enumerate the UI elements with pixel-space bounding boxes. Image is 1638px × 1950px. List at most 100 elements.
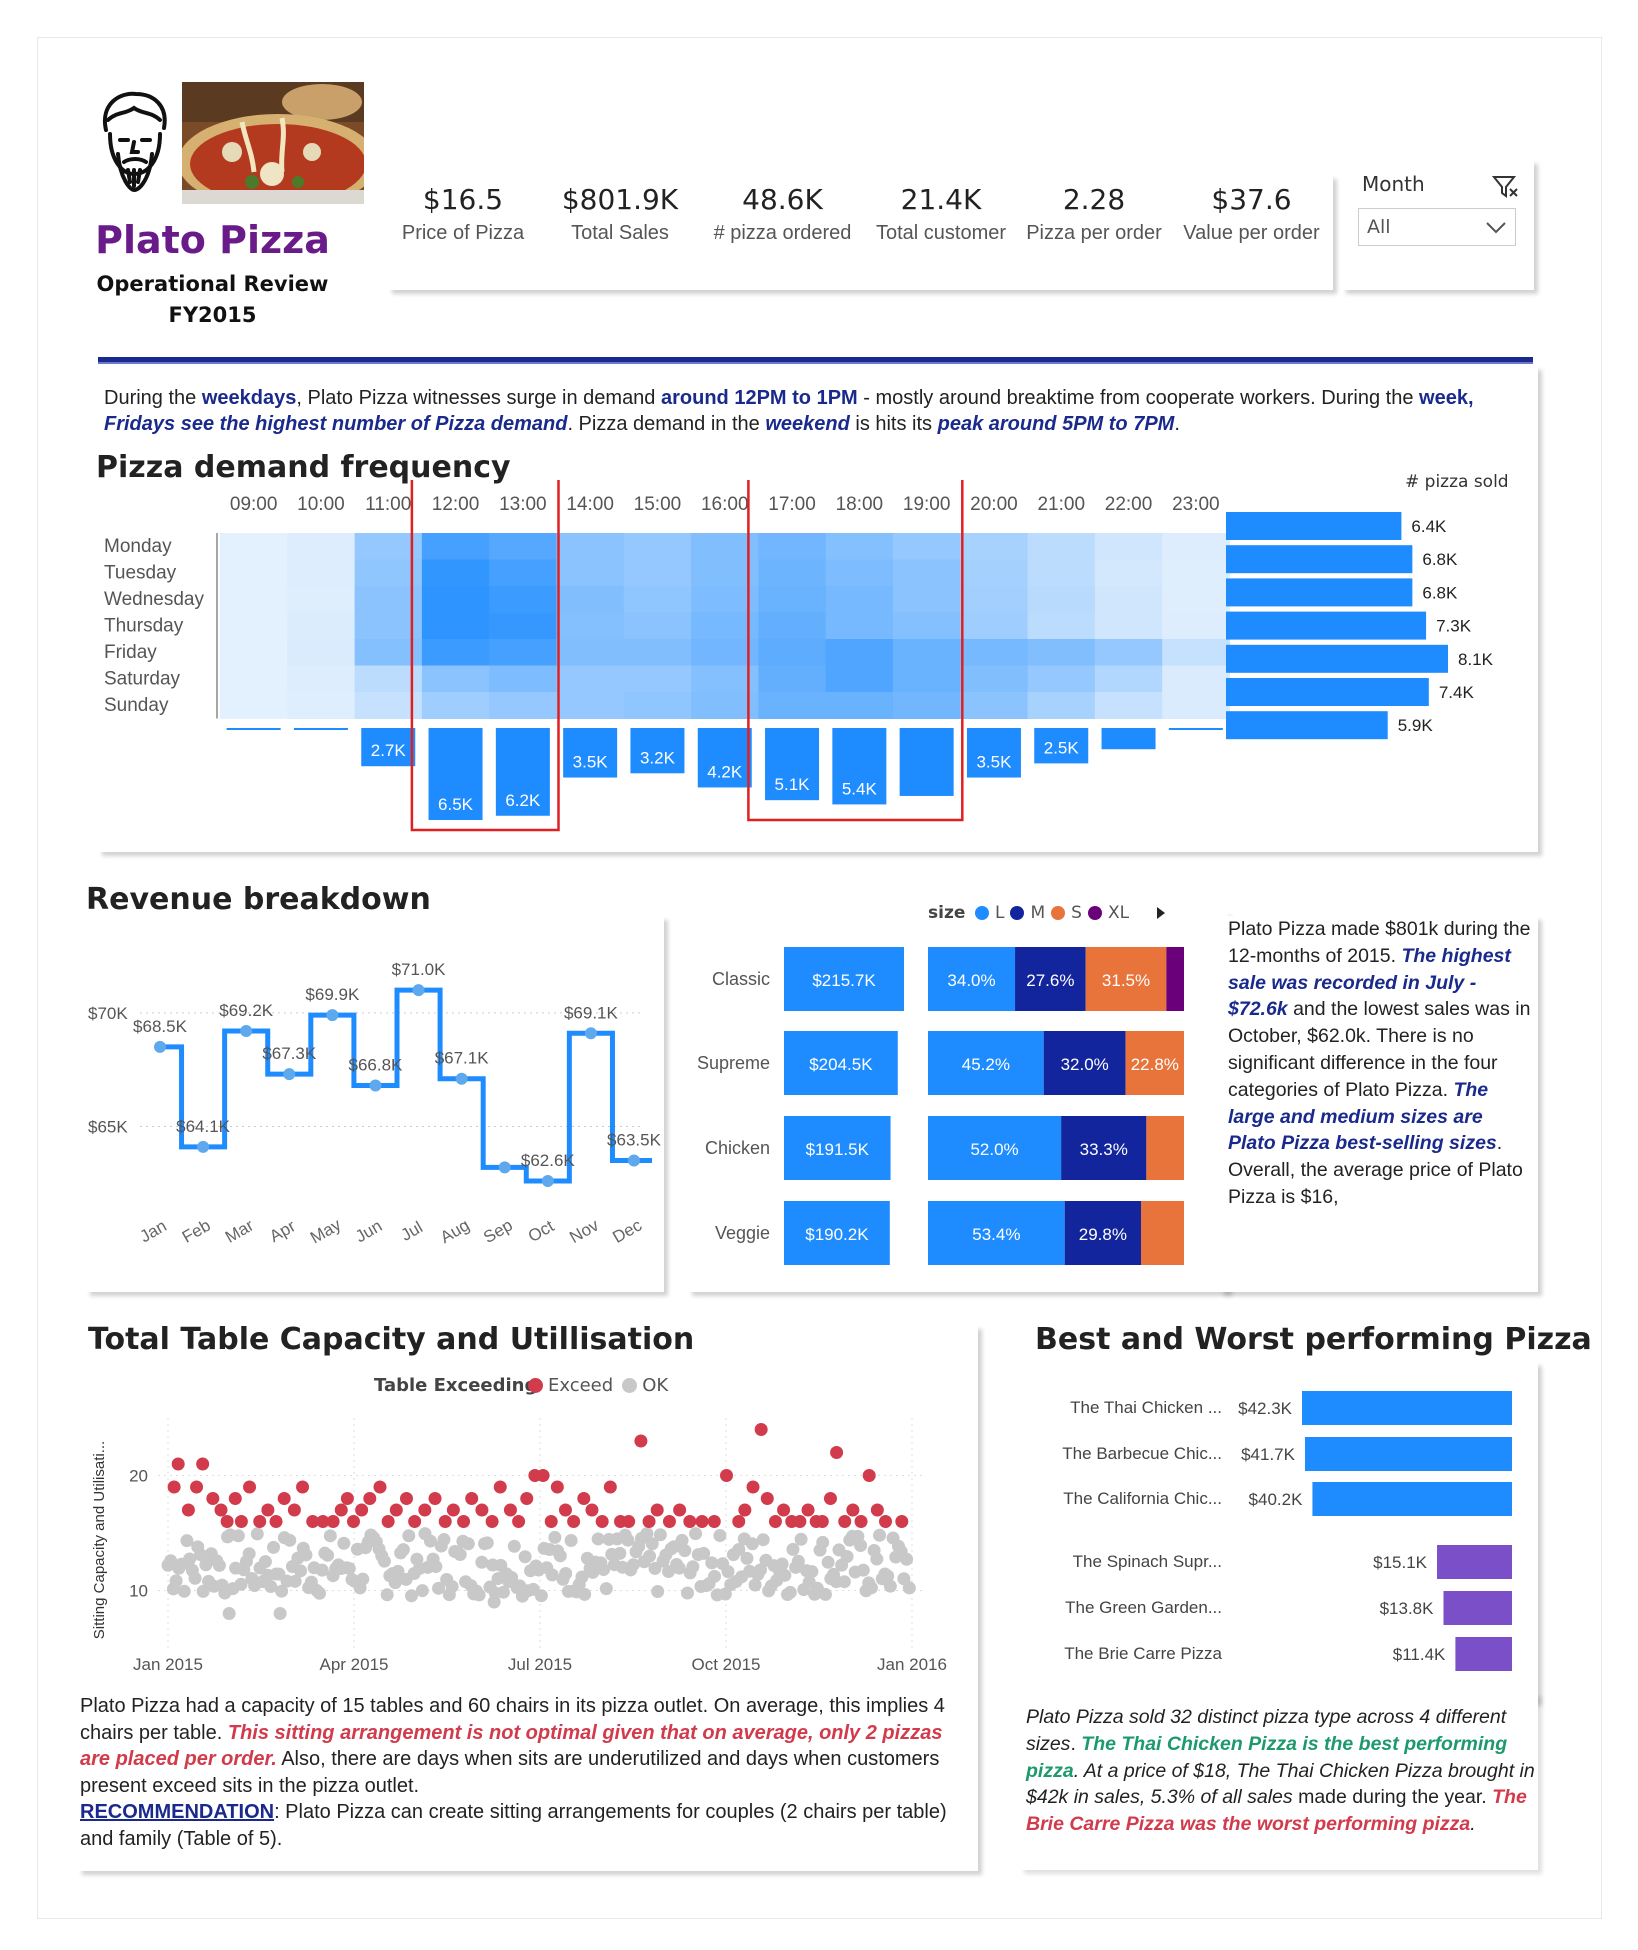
- ok-point: [708, 1569, 722, 1583]
- heatmap-cell: [1094, 586, 1163, 613]
- category-bar-charts: Classic $215.7K 34.0% 27.6% 31.5% Supreme $204…: [697, 947, 1184, 1265]
- revenue-point: [498, 1161, 511, 1174]
- ok-point: [678, 1544, 692, 1558]
- exceed-point: [558, 1503, 572, 1517]
- legend-label: OK: [642, 1375, 669, 1396]
- text-run: .: [1470, 1813, 1476, 1836]
- heatmap-cell: [1162, 559, 1230, 587]
- hour-total-bar: [1101, 728, 1156, 750]
- kpi-value: $16.5: [422, 183, 504, 216]
- size-share-label: 29.8%: [1079, 1225, 1127, 1244]
- heatmap-cell: [287, 692, 356, 719]
- exceed-point: [389, 1503, 403, 1517]
- exceed-point: [754, 1423, 768, 1436]
- category-label: Veggie: [715, 1223, 770, 1243]
- best-worst-commentary: Plato Pizza sold 32 distinct pizza type …: [1026, 1704, 1542, 1838]
- heatmap-cell: [893, 533, 961, 560]
- category-label: Classic: [712, 969, 770, 989]
- text-run: Also, there are days when sits are under…: [80, 1748, 940, 1797]
- ok-point: [559, 1567, 573, 1581]
- text-run: .: [1481, 1786, 1493, 1809]
- heatmap-cell: [489, 533, 557, 560]
- kpi-pizza-ordered: 48.6K # pizza ordered: [700, 183, 865, 245]
- exceed-point: [895, 1515, 909, 1528]
- ok-point: [423, 1534, 437, 1548]
- heatmap-cell: [893, 559, 961, 587]
- revenue-data-label: $64.1K: [176, 1117, 231, 1136]
- exceed-point: [634, 1434, 648, 1448]
- heatmap-cell: [825, 559, 894, 587]
- exceed-point: [363, 1492, 377, 1505]
- size-share-segment: [1061, 1116, 1147, 1180]
- exceed-point: [503, 1503, 517, 1517]
- exceed-point: [650, 1503, 664, 1517]
- legend-label: S: [1071, 903, 1082, 923]
- header-divider: [98, 357, 1533, 362]
- ok-point: [748, 1578, 762, 1592]
- pizza-sales-label: $13.8K: [1380, 1599, 1435, 1618]
- heatmap-cell: [1027, 639, 1096, 666]
- kpi-label: Price of Pizza: [401, 222, 525, 244]
- heatmap-cell: [623, 612, 692, 640]
- ok-point: [816, 1535, 830, 1549]
- exceed-point: [253, 1515, 267, 1528]
- heatmap-cell: [1094, 692, 1163, 719]
- ok-point: [791, 1554, 805, 1568]
- heatmap-cell: [421, 612, 490, 640]
- hour-total-label: 4.2K: [707, 762, 743, 781]
- hour-tick-label: 18:00: [836, 494, 884, 515]
- ok-point: [475, 1555, 489, 1569]
- heatmap-cell: [623, 665, 692, 693]
- ok-point: [756, 1533, 770, 1547]
- heatmap-cell: [960, 692, 1029, 719]
- heatmap-cell: [421, 586, 490, 613]
- ok-point: [487, 1595, 501, 1609]
- ok-point: [778, 1568, 792, 1582]
- ok-point: [775, 1557, 789, 1571]
- category-revenue-label: $190.2K: [805, 1225, 869, 1244]
- heatmap-cell: [556, 533, 625, 560]
- clear-filter-icon[interactable]: [1492, 174, 1520, 200]
- hour-total-bar: [630, 728, 685, 774]
- ok-point: [222, 1607, 236, 1620]
- ok-point: [323, 1529, 337, 1543]
- heatmap-cell: [556, 612, 625, 640]
- exceed-point: [879, 1515, 893, 1528]
- month-tick-label: Jul: [398, 1218, 426, 1245]
- month-dropdown[interactable]: All: [1358, 208, 1516, 246]
- revenue-data-label: $62.6K: [521, 1151, 576, 1170]
- text-run: The large and medium sizes are Plato Piz…: [1228, 1078, 1497, 1155]
- x-tick-label: Jan 2015: [133, 1655, 203, 1674]
- exceed-point: [334, 1503, 348, 1517]
- ok-point: [548, 1530, 562, 1544]
- heatmap-cell: [287, 665, 356, 693]
- kpi-total-sales: $801.9K Total Sales: [545, 183, 695, 245]
- exceed-point: [167, 1480, 181, 1494]
- hour-tick-label: 11:00: [365, 494, 411, 515]
- text-run: and the lowest sales was in October, $62…: [1228, 998, 1531, 1101]
- heatmap-cell: [758, 692, 827, 719]
- legend-next-icon[interactable]: [1155, 905, 1167, 921]
- exceed-point: [287, 1503, 301, 1517]
- day-total-label: 6.8K: [1422, 550, 1458, 569]
- ok-point: [575, 1570, 589, 1584]
- category-label: Supreme: [697, 1053, 770, 1073]
- brand-title: Plato Pizza: [95, 218, 330, 262]
- legend-dot: [1087, 906, 1102, 920]
- heatmap-cell: [421, 639, 490, 666]
- exceed-point: [662, 1515, 676, 1528]
- kpi-panel: $16.5 Price of Pizza $801.9K Total Sales 4…: [388, 175, 1333, 290]
- kpi-value: $801.9K: [561, 183, 679, 216]
- report-subtitle: Operational Review: [96, 272, 329, 296]
- ok-point: [177, 1584, 191, 1598]
- category-revenue-label: $215.7K: [812, 971, 876, 990]
- exceed-point: [854, 1515, 868, 1528]
- pizza-name-label: The Brie Carre Pizza: [1064, 1644, 1222, 1663]
- capacity-scatter-chart: 10 20 Jan 2015 Apr 2015 Jul 2015 Oct 2015 Jan …: [91, 1418, 947, 1674]
- day-total-label: 5.9K: [1398, 716, 1434, 735]
- ok-point: [597, 1563, 611, 1577]
- text-run: . Pizza demand in the: [567, 413, 766, 435]
- day-total-bar: [1226, 644, 1448, 673]
- heatmap-cell: [1027, 586, 1096, 613]
- kpi-value: 21.4K: [900, 183, 982, 216]
